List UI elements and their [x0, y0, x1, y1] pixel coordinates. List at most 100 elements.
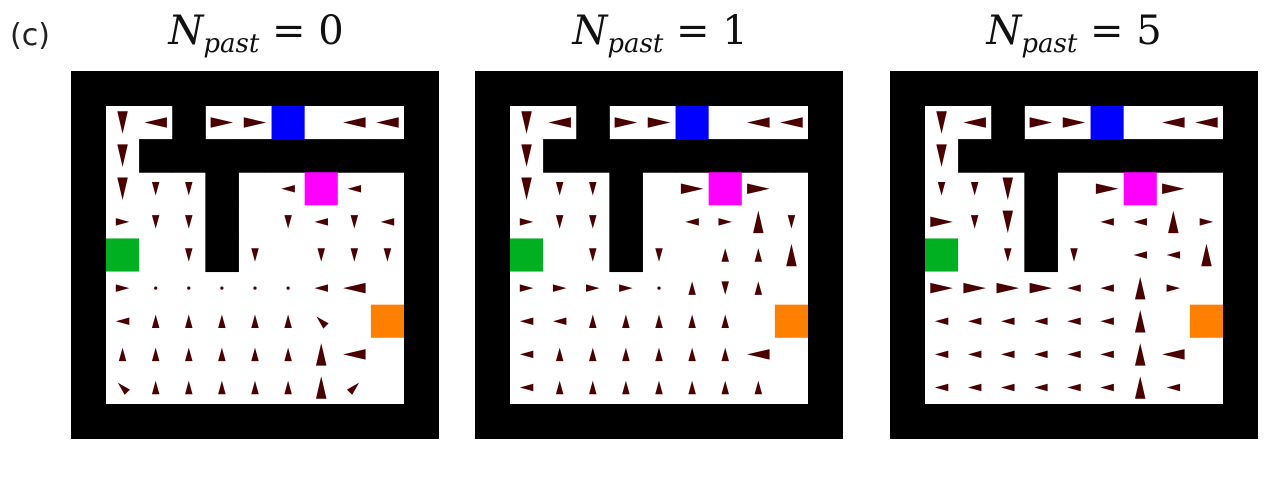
wall-cell	[205, 139, 239, 173]
policy-arrow	[117, 144, 128, 167]
policy-arrow	[555, 215, 564, 229]
policy-arrow	[1034, 317, 1048, 325]
policy-arrow	[1067, 383, 1081, 392]
policy-arrow	[519, 284, 534, 292]
policy-arrow-minimal	[220, 286, 224, 290]
policy-arrow	[315, 343, 327, 366]
policy-arrow	[963, 117, 986, 128]
policy-arrow	[655, 314, 663, 328]
wall-cell	[139, 139, 173, 173]
policy-arrow	[718, 218, 732, 226]
policy-arrow	[519, 317, 534, 325]
wall-cell	[642, 139, 677, 173]
policy-arrow	[589, 182, 597, 196]
policy-arrow	[555, 380, 564, 395]
wall-cell	[172, 106, 206, 140]
policy-arrow	[316, 316, 329, 329]
policy-arrow	[586, 284, 600, 292]
wall-cell	[576, 106, 610, 140]
policy-arrow	[655, 248, 663, 262]
policy-arrow	[376, 117, 399, 128]
policy-arrow	[521, 111, 532, 134]
policy-arrow	[1100, 284, 1114, 292]
policy-arrow	[284, 215, 292, 229]
policy-arrow	[521, 177, 532, 201]
policy-arrow	[284, 380, 292, 395]
policy-arrow	[1062, 117, 1086, 128]
policy-arrow	[1100, 218, 1114, 226]
policy-arrow	[1201, 243, 1212, 267]
orange-goal	[774, 304, 808, 338]
policy-arrow	[688, 380, 696, 395]
policy-arrow	[519, 218, 534, 226]
policy-arrow	[930, 282, 953, 294]
title-subscript: past	[203, 29, 260, 59]
policy-arrow	[1162, 117, 1185, 128]
policy-arrow	[115, 317, 130, 325]
wall-cell	[1024, 205, 1058, 239]
policy-arrow	[555, 182, 564, 196]
policy-arrow	[1001, 383, 1015, 392]
policy-arrow	[117, 177, 128, 201]
policy-arrow	[647, 117, 671, 128]
policy-arrow	[1100, 350, 1114, 359]
policy-arrow	[185, 314, 193, 328]
policy-arrow	[589, 347, 597, 362]
policy-arrow	[967, 383, 982, 392]
maze-1-title: Npast = 0	[56, 8, 456, 59]
wall-cell	[609, 139, 643, 173]
policy-arrow	[1002, 210, 1014, 234]
policy-arrow	[315, 376, 327, 399]
policy-arrow	[688, 314, 696, 328]
policy-arrow	[383, 248, 392, 262]
policy-arrow	[1133, 218, 1147, 226]
policy-arrow	[1199, 218, 1214, 226]
policy-arrow	[655, 347, 663, 362]
panel-label: (c)	[10, 18, 50, 53]
policy-arrow	[721, 347, 729, 362]
wall-cell	[675, 139, 710, 173]
policy-arrow	[721, 380, 729, 395]
wall-cell	[337, 139, 372, 173]
maze-2-title: Npast = 1	[460, 8, 860, 59]
policy-arrow	[151, 380, 160, 395]
policy-arrow	[685, 218, 699, 226]
policy-arrow	[936, 111, 947, 134]
policy-arrow	[1001, 317, 1015, 325]
wall-cell	[576, 139, 610, 173]
policy-arrow	[934, 383, 949, 392]
wall-cell	[238, 139, 273, 173]
policy-arrow	[251, 347, 259, 362]
policy-arrow	[721, 314, 729, 328]
policy-arrow	[284, 347, 292, 362]
policy-arrow	[1195, 117, 1218, 128]
wall-cell	[304, 139, 339, 173]
policy-arrow	[622, 314, 630, 328]
blue-goal	[271, 106, 305, 140]
policy-arrow	[622, 380, 630, 395]
policy-arrow	[343, 117, 366, 128]
wall-cell	[205, 172, 239, 206]
policy-arrow	[1029, 282, 1053, 294]
policy-arrow	[347, 185, 362, 193]
policy-arrow	[619, 284, 633, 292]
title-value: = 1	[675, 8, 748, 54]
policy-arrow	[281, 185, 295, 193]
policy-arrow	[118, 347, 127, 362]
policy-arrow	[115, 218, 130, 226]
policy-arrow	[1095, 183, 1119, 195]
maze-2-gridworld	[475, 71, 843, 439]
policy-arrow	[934, 317, 949, 325]
title-value: = 5	[1089, 8, 1162, 54]
policy-arrow	[117, 111, 128, 134]
policy-arrow	[117, 382, 130, 395]
magenta-goal	[1123, 172, 1157, 206]
policy-arrow	[996, 282, 1020, 294]
policy-arrow	[314, 284, 328, 292]
policy-arrow	[346, 382, 360, 395]
title-variable: N	[986, 8, 1022, 54]
policy-arrow	[555, 347, 564, 362]
policy-arrow	[519, 350, 534, 359]
policy-arrow	[552, 317, 567, 325]
policy-arrow	[967, 350, 982, 359]
